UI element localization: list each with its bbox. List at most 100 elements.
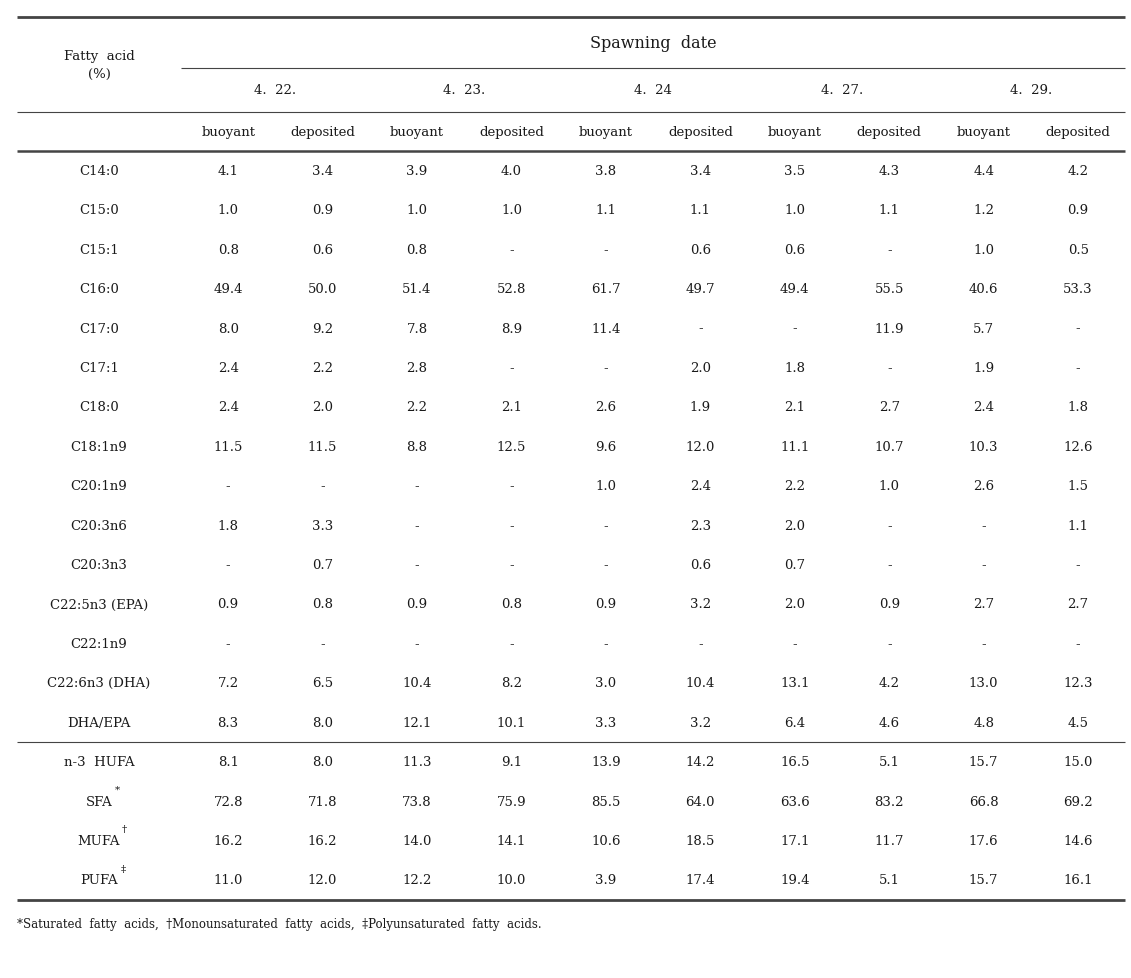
Text: PUFA: PUFA [80, 873, 118, 886]
Text: 4.4: 4.4 [973, 164, 994, 178]
Text: 11.4: 11.4 [592, 323, 621, 335]
Text: 1.2: 1.2 [973, 204, 994, 217]
Text: 3.0: 3.0 [595, 677, 616, 689]
Text: -: - [982, 519, 986, 532]
Text: 4.0: 4.0 [501, 164, 523, 178]
Text: 2.2: 2.2 [406, 401, 428, 414]
Text: 16.2: 16.2 [308, 834, 337, 847]
Text: 12.2: 12.2 [403, 873, 432, 886]
Text: 63.6: 63.6 [780, 795, 810, 808]
Text: 53.3: 53.3 [1063, 283, 1093, 296]
Text: 13.0: 13.0 [969, 677, 999, 689]
Text: 3.5: 3.5 [784, 164, 805, 178]
Text: deposited: deposited [1046, 125, 1111, 139]
Text: 8.0: 8.0 [217, 323, 239, 335]
Text: -: - [793, 323, 797, 335]
Text: 3.2: 3.2 [690, 716, 711, 729]
Text: Fatty  acid
(%): Fatty acid (%) [63, 50, 135, 80]
Text: 1.0: 1.0 [501, 204, 523, 217]
Text: 2.2: 2.2 [312, 362, 334, 375]
Text: 0.7: 0.7 [312, 558, 334, 571]
Text: 1.8: 1.8 [217, 519, 239, 532]
Text: 3.4: 3.4 [690, 164, 711, 178]
Text: 8.0: 8.0 [312, 716, 334, 729]
Text: 85.5: 85.5 [592, 795, 621, 808]
Text: 1.5: 1.5 [1068, 480, 1089, 493]
Text: 1.0: 1.0 [973, 244, 994, 256]
Text: 0.8: 0.8 [406, 244, 428, 256]
Text: *: * [115, 785, 120, 794]
Text: 40.6: 40.6 [969, 283, 999, 296]
Text: 0.8: 0.8 [312, 598, 334, 611]
Text: 3.9: 3.9 [406, 164, 428, 178]
Text: 11.5: 11.5 [214, 440, 243, 454]
Text: 2.7: 2.7 [1068, 598, 1089, 611]
Text: 4.  27.: 4. 27. [821, 84, 863, 97]
Text: 16.5: 16.5 [780, 755, 810, 769]
Text: 16.1: 16.1 [1063, 873, 1093, 886]
Text: deposited: deposited [857, 125, 922, 139]
Text: 1.1: 1.1 [690, 204, 711, 217]
Text: deposited: deposited [480, 125, 544, 139]
Text: -: - [698, 638, 702, 650]
Text: -: - [226, 638, 231, 650]
Text: C14:0: C14:0 [79, 164, 119, 178]
Text: -: - [415, 480, 420, 493]
Text: -: - [509, 480, 513, 493]
Text: 0.8: 0.8 [501, 598, 523, 611]
Text: 15.7: 15.7 [969, 873, 999, 886]
Text: -: - [1076, 362, 1080, 375]
Text: 0.7: 0.7 [784, 558, 805, 571]
Text: 2.4: 2.4 [217, 401, 239, 414]
Text: C20:3n3: C20:3n3 [70, 558, 128, 571]
Text: 12.0: 12.0 [685, 440, 715, 454]
Text: 11.9: 11.9 [874, 323, 904, 335]
Text: -: - [509, 558, 513, 571]
Text: -: - [1076, 323, 1080, 335]
Text: buoyant: buoyant [579, 125, 633, 139]
Text: 8.3: 8.3 [217, 716, 239, 729]
Text: 1.8: 1.8 [1068, 401, 1089, 414]
Text: ‡: ‡ [120, 864, 126, 872]
Text: -: - [887, 638, 891, 650]
Text: 0.9: 0.9 [406, 598, 428, 611]
Text: C18:1n9: C18:1n9 [70, 440, 128, 454]
Text: 72.8: 72.8 [214, 795, 243, 808]
Text: 71.8: 71.8 [308, 795, 337, 808]
Text: 12.3: 12.3 [1063, 677, 1093, 689]
Text: 66.8: 66.8 [969, 795, 999, 808]
Text: buoyant: buoyant [768, 125, 822, 139]
Text: C20:1n9: C20:1n9 [70, 480, 128, 493]
Text: SFA: SFA [86, 795, 112, 808]
Text: 3.2: 3.2 [690, 598, 711, 611]
Text: 49.4: 49.4 [214, 283, 243, 296]
Text: 13.9: 13.9 [592, 755, 621, 769]
Text: 9.6: 9.6 [595, 440, 616, 454]
Text: 4.  22.: 4. 22. [254, 84, 296, 97]
Text: -: - [604, 558, 608, 571]
Text: 0.6: 0.6 [312, 244, 334, 256]
Text: 0.6: 0.6 [690, 244, 711, 256]
Text: †: † [121, 824, 127, 833]
Text: 69.2: 69.2 [1063, 795, 1093, 808]
Text: 52.8: 52.8 [497, 283, 526, 296]
Text: 1.0: 1.0 [406, 204, 428, 217]
Text: 4.6: 4.6 [879, 716, 900, 729]
Text: 2.4: 2.4 [217, 362, 239, 375]
Text: 11.1: 11.1 [780, 440, 810, 454]
Text: -: - [982, 638, 986, 650]
Text: -: - [698, 323, 702, 335]
Text: 0.6: 0.6 [784, 244, 805, 256]
Text: 10.1: 10.1 [497, 716, 526, 729]
Text: -: - [509, 638, 513, 650]
Text: 4.2: 4.2 [879, 677, 900, 689]
Text: -: - [415, 558, 420, 571]
Text: 17.1: 17.1 [780, 834, 810, 847]
Text: 8.2: 8.2 [501, 677, 523, 689]
Text: 2.1: 2.1 [501, 401, 523, 414]
Text: 1.1: 1.1 [595, 204, 616, 217]
Text: 3.8: 3.8 [595, 164, 616, 178]
Text: 3.3: 3.3 [595, 716, 616, 729]
Text: 12.5: 12.5 [497, 440, 526, 454]
Text: 1.1: 1.1 [879, 204, 900, 217]
